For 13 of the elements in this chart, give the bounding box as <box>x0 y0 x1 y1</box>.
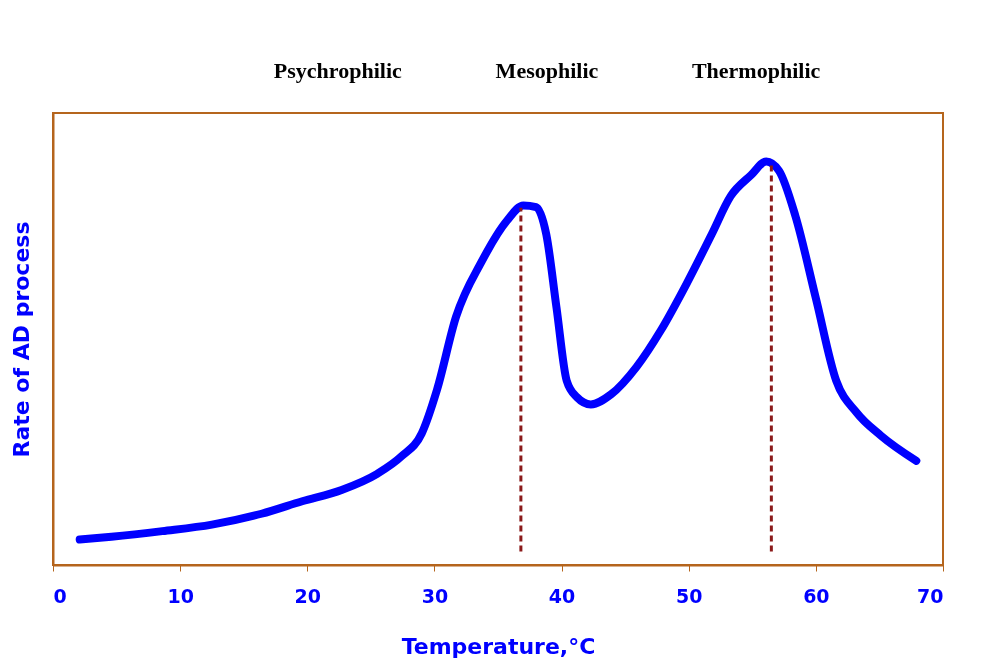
x-tick-label: 30 <box>421 584 449 607</box>
text: Mesophilic <box>495 58 599 83</box>
y-axis-title: Rate of AD process <box>8 221 34 458</box>
x-tick-label: 60 <box>803 584 830 607</box>
x-tick-label: 70 <box>917 584 944 607</box>
x-tick-label: 0 <box>53 584 67 607</box>
x-tick-label: 20 <box>294 584 322 607</box>
text: Psychrophilic <box>273 58 402 83</box>
text: Thermophilic <box>691 58 821 83</box>
x-tick-label: 50 <box>675 584 703 607</box>
x-tick-label: 40 <box>548 584 576 607</box>
x-tick-label: 10 <box>167 584 194 607</box>
x-axis-title: Temperature,°C <box>401 633 596 659</box>
